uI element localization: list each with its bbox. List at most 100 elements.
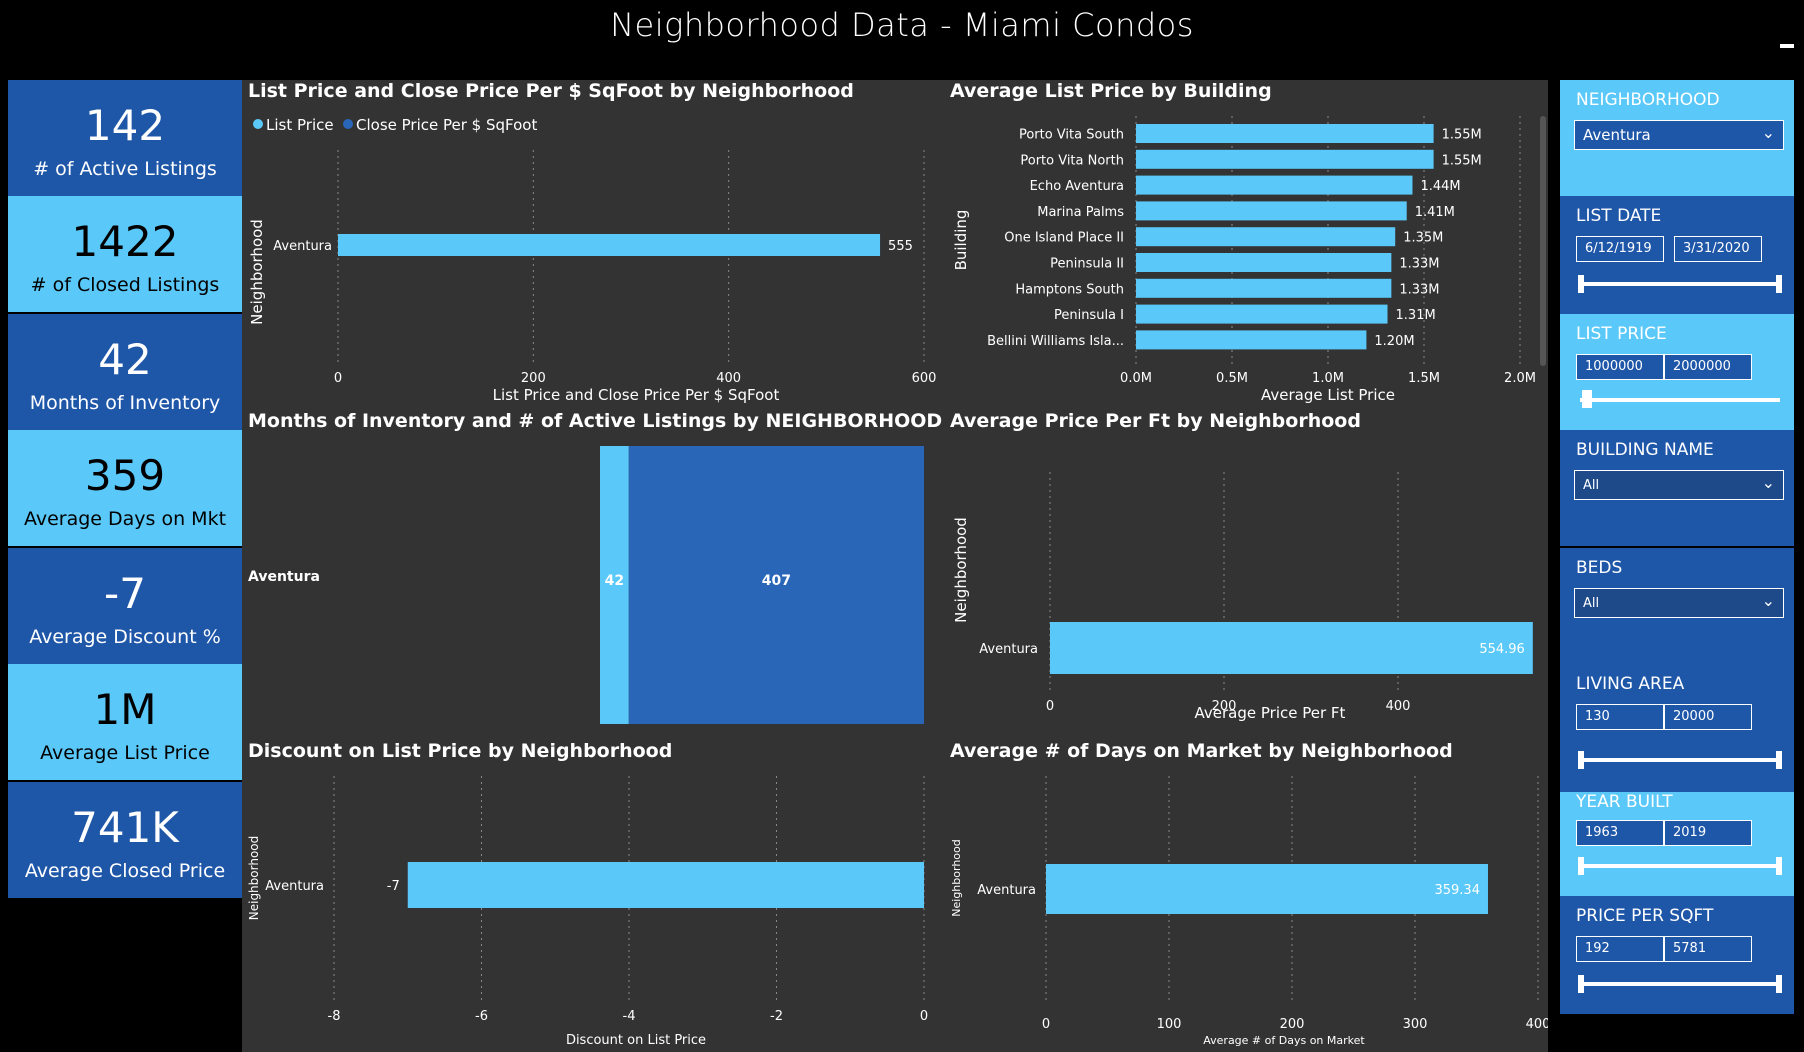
slider-thumb-max[interactable] <box>1776 751 1782 769</box>
chart-title: Discount on List Price by Neighborhood <box>248 740 673 762</box>
kpi-closed-listings: 1422 # of Closed Listings <box>8 196 242 312</box>
category-label: Porto Vita North <box>1020 153 1124 168</box>
slider-thumb-min[interactable] <box>1582 390 1592 408</box>
dropdown-value: All <box>1583 478 1600 493</box>
slider-thumb-min[interactable] <box>1578 975 1584 993</box>
chart-days-on-market[interactable]: Average # of Days on Market by Neighborh… <box>950 740 1548 1052</box>
list-price-to-input[interactable]: 2000000 <box>1664 354 1752 380</box>
list-price-slider[interactable] <box>1580 398 1780 402</box>
bar <box>1136 253 1392 272</box>
slider-thumb-max[interactable] <box>1776 857 1782 875</box>
list-date-from-input[interactable]: 6/12/1919 <box>1576 236 1664 262</box>
kpi-value: 741K <box>71 803 179 852</box>
slider-thumb-min[interactable] <box>1578 275 1584 293</box>
category-label: Echo Aventura <box>1030 179 1124 194</box>
kpi-list-price: 1M Average List Price <box>8 664 242 780</box>
kpi-active-listings: 142 # of Active Listings <box>8 80 242 196</box>
bar <box>1136 175 1413 195</box>
building-name-dropdown[interactable]: All ⌄ <box>1574 470 1784 500</box>
slicer-title: BUILDING NAME <box>1576 440 1714 460</box>
price-per-sqft-to-input[interactable]: 5781 <box>1664 936 1752 962</box>
price-per-sqft-from-input[interactable]: 192 <box>1576 936 1664 962</box>
price-per-sqft-slider[interactable] <box>1580 982 1780 986</box>
list-price-from-input[interactable]: 1000000 <box>1576 354 1664 380</box>
chevron-down-icon: ⌄ <box>1761 123 1775 142</box>
x-tick-label: -6 <box>475 1009 488 1024</box>
year-built-slider[interactable] <box>1580 864 1780 868</box>
slider-thumb-max[interactable] <box>1776 275 1782 293</box>
bar <box>1136 124 1434 143</box>
x-tick-label: 0 <box>334 371 342 386</box>
bar-active-listings <box>628 446 924 724</box>
slicer-living-area: LIVING AREA 130 20000 <box>1560 664 1794 792</box>
page-title: Neighborhood Data - Miami Condos <box>610 6 1194 44</box>
slicer-building-name: BUILDING NAME All ⌄ <box>1560 430 1794 546</box>
minimize-icon[interactable] <box>1780 44 1794 48</box>
chart-avg-list-price-building[interactable]: Average List Price by Building Porto Vit… <box>950 80 1548 406</box>
x-tick-label: 0.5M <box>1216 371 1248 386</box>
data-label: 554.96 <box>1479 642 1525 657</box>
x-axis-label: Average Price Per Ft <box>1195 704 1346 722</box>
category-label: Marina Palms <box>1037 205 1124 220</box>
x-tick-label: 1.0M <box>1312 371 1344 386</box>
chart-svg: Porto Vita South 1.55M Porto Vita North 1.5… <box>952 116 1546 404</box>
scrollbar[interactable] <box>1540 116 1546 366</box>
slicer-price-per-sqft: PRICE PER SQFT 192 5781 <box>1560 896 1794 1014</box>
dropdown-value: All <box>1583 596 1600 611</box>
living-area-from-input[interactable]: 130 <box>1576 704 1664 730</box>
data-label: 42 <box>605 573 624 589</box>
kpi-days-on-market: 359 Average Days on Mkt <box>8 430 242 546</box>
x-axis-label: Discount on List Price <box>566 1033 706 1048</box>
slicer-year-built: YEAR BUILT 1963 2019 <box>1560 792 1794 896</box>
data-label: 1.31M <box>1396 308 1436 323</box>
slider-thumb-min[interactable] <box>1578 751 1584 769</box>
x-axis-label: List Price and Close Price Per $ SqFoot <box>493 386 780 404</box>
chart-list-close-price[interactable]: List Price and Close Price Per $ SqFoot … <box>248 80 938 406</box>
data-label: 1.35M <box>1403 231 1443 246</box>
data-label: 359.34 <box>1434 883 1480 898</box>
year-built-from-input[interactable]: 1963 <box>1576 820 1664 846</box>
chart-title: Average List Price by Building <box>950 80 1272 102</box>
x-tick-label: 100 <box>1157 1017 1182 1032</box>
kpi-months-inventory: 42 Months of Inventory <box>8 314 242 430</box>
bar <box>1136 149 1434 169</box>
list-date-to-input[interactable]: 3/31/2020 <box>1674 236 1762 262</box>
x-tick-label: 400 <box>716 371 741 386</box>
category-label: Aventura <box>248 569 320 585</box>
chart-title: Months of Inventory and # of Active List… <box>248 410 943 432</box>
chart-avg-price-per-ft[interactable]: Average Price Per Ft by Neighborhood Ave… <box>950 410 1548 740</box>
chart-discount[interactable]: Discount on List Price by Neighborhood A… <box>248 740 938 1052</box>
kpi-value: 142 <box>84 101 166 150</box>
x-tick-label: 1.5M <box>1408 371 1440 386</box>
chart-title: Average Price Per Ft by Neighborhood <box>950 410 1361 432</box>
data-label: 1.20M <box>1374 334 1414 349</box>
list-date-slider[interactable] <box>1580 282 1780 286</box>
y-axis-label: Neighborhood <box>950 839 963 916</box>
dropdown-value: Aventura <box>1583 126 1651 144</box>
living-area-to-input[interactable]: 20000 <box>1664 704 1752 730</box>
slider-thumb-min[interactable] <box>1578 857 1584 875</box>
y-axis-label: Building <box>952 210 970 271</box>
x-tick-label: 300 <box>1403 1017 1428 1032</box>
year-built-to-input[interactable]: 2019 <box>1664 820 1752 846</box>
kpi-label: Average Discount % <box>29 626 221 648</box>
beds-dropdown[interactable]: All ⌄ <box>1574 588 1784 618</box>
data-label: 1.41M <box>1415 205 1455 220</box>
x-tick-label: 200 <box>521 371 546 386</box>
bar <box>407 862 924 908</box>
chart-months-inventory-listings[interactable]: Months of Inventory and # of Active List… <box>248 410 942 740</box>
slicer-title: LIST DATE <box>1576 206 1662 226</box>
bar <box>1136 227 1396 247</box>
kpi-label: # of Active Listings <box>33 158 217 180</box>
slicer-list-price: LIST PRICE 1000000 2000000 <box>1560 314 1794 430</box>
kpi-label: Average Days on Mkt <box>23 508 227 530</box>
living-area-slider[interactable] <box>1580 758 1780 762</box>
x-tick-label: 0 <box>1046 699 1054 714</box>
x-tick-label: 0.0M <box>1120 371 1152 386</box>
neighborhood-dropdown[interactable]: Aventura ⌄ <box>1574 120 1784 150</box>
data-label: 407 <box>762 573 791 589</box>
chart-title: Average # of Days on Market by Neighborh… <box>950 740 1453 762</box>
chart-svg: Aventura -7 -8 -6 -4 -2 0 Neighborhood Discou… <box>248 776 928 1048</box>
slider-thumb-max[interactable] <box>1776 975 1782 993</box>
